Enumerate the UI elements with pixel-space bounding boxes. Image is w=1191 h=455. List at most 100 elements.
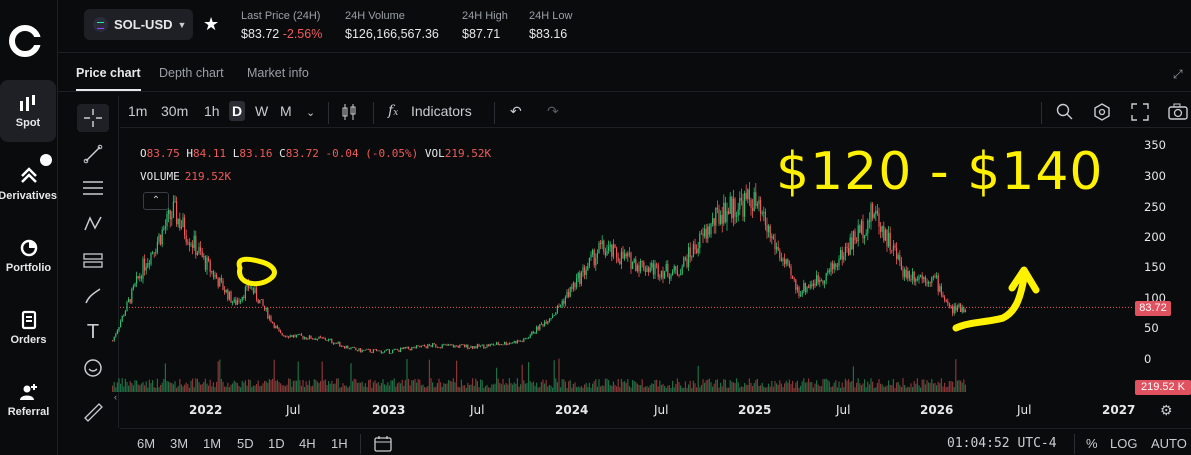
volume-bar <box>310 386 312 392</box>
intervals-chevron-icon[interactable]: ⌄ <box>306 107 316 119</box>
candle <box>827 270 829 274</box>
crosshair-icon[interactable] <box>77 104 109 132</box>
interval-d[interactable]: D <box>229 101 246 121</box>
pattern-icon[interactable] <box>77 210 109 238</box>
calendar-icon[interactable] <box>374 435 392 455</box>
indicators-fx-icon[interactable]: fx <box>388 103 399 119</box>
candle <box>806 286 808 292</box>
tab-depth-chart[interactable]: Depth chart <box>159 66 224 80</box>
interval-30m[interactable]: 30m <box>161 103 189 119</box>
candle <box>459 344 461 348</box>
candle <box>547 321 549 324</box>
auto-toggle[interactable]: AUTO <box>1151 436 1187 451</box>
range-6m[interactable]: 6M <box>137 436 156 451</box>
range-1d[interactable]: 1D <box>268 436 285 451</box>
interval-1m[interactable]: 1m <box>128 103 148 119</box>
collapse-legend-button[interactable]: ⌃ <box>143 192 169 210</box>
tab-market-info[interactable]: Market info <box>247 66 309 80</box>
undo-icon[interactable]: ↶ <box>510 103 522 119</box>
star-icon[interactable]: ★ <box>203 14 220 34</box>
volume-bar <box>908 387 910 392</box>
volume-bar <box>931 378 933 392</box>
candle <box>691 256 693 258</box>
range-1h[interactable]: 1H <box>331 436 348 451</box>
range-5d[interactable]: 5D <box>237 436 254 451</box>
volume-bar <box>875 387 877 392</box>
volume-bar <box>652 384 654 392</box>
volume-bar <box>385 385 387 392</box>
candle-type-icon[interactable] <box>341 103 357 124</box>
nav-item-orders[interactable]: Orders <box>0 310 57 346</box>
redo-icon[interactable]: ↷ <box>547 103 559 119</box>
measure-icon[interactable] <box>77 246 109 274</box>
percent-toggle[interactable]: % <box>1086 436 1098 451</box>
volume-bar <box>212 382 214 392</box>
trend-line-icon[interactable] <box>77 140 109 168</box>
volume-bar <box>238 385 240 392</box>
range-4h[interactable]: 4H <box>299 436 316 451</box>
zoom-search-icon[interactable] <box>1056 103 1074 124</box>
volume-bar <box>731 381 733 392</box>
settings-hex-icon[interactable] <box>1093 103 1111 124</box>
candle <box>492 343 494 346</box>
axis-settings-icon[interactable]: ⚙ <box>1160 402 1173 418</box>
volume-bar <box>123 386 125 392</box>
volume-bar <box>475 378 477 392</box>
emoji-icon[interactable] <box>77 354 109 382</box>
interval-m[interactable]: M <box>280 103 292 119</box>
camera-icon[interactable] <box>1168 103 1188 124</box>
candle <box>499 344 501 346</box>
volume-bar <box>939 383 941 392</box>
volume-bar <box>582 387 584 392</box>
candle <box>444 344 446 346</box>
volume-bar <box>900 386 902 392</box>
candle <box>652 263 654 275</box>
volume-bar <box>780 383 782 392</box>
range-3m[interactable]: 3M <box>170 436 189 451</box>
candle <box>822 280 824 284</box>
interval-1h[interactable]: 1h <box>204 103 220 119</box>
utc-clock[interactable]: 01:04:52 UTC-4 <box>947 436 1057 451</box>
candle <box>308 335 310 339</box>
volume-bar <box>281 385 283 392</box>
candle <box>787 259 789 264</box>
range-1m[interactable]: 1M <box>203 436 222 451</box>
candle <box>574 282 576 288</box>
nav-item-derivatives[interactable]: Derivatives <box>0 166 57 202</box>
brush-icon[interactable] <box>77 282 109 310</box>
text-tool-icon[interactable]: T <box>86 320 100 343</box>
ruler-icon[interactable] <box>77 398 109 426</box>
nav-item-portfolio[interactable]: Portfolio <box>0 238 57 274</box>
volume-bar <box>576 387 578 392</box>
candle <box>788 263 790 267</box>
candle <box>844 246 846 257</box>
candle <box>817 275 819 283</box>
scroll-left-icon[interactable]: ‹ <box>114 392 117 402</box>
interval-w[interactable]: W <box>255 103 269 119</box>
candle <box>766 225 768 233</box>
candle <box>838 258 840 267</box>
candle <box>520 340 522 342</box>
log-toggle[interactable]: LOG <box>1110 436 1138 451</box>
candle <box>924 277 926 282</box>
candle <box>155 251 157 254</box>
nav-item-referral[interactable]: Referral <box>0 382 57 418</box>
volume-bar <box>859 383 861 392</box>
pair-selector[interactable]: SOL-USD ▼ <box>84 9 193 40</box>
volume-bar <box>121 378 123 392</box>
volume-bar <box>251 387 253 392</box>
expand-icon[interactable]: ⤢ <box>1173 67 1183 81</box>
candle <box>747 189 749 199</box>
tab-price-chart[interactable]: Price chart <box>76 66 141 80</box>
candle <box>209 260 211 272</box>
horizontal-lines-icon[interactable] <box>77 174 109 202</box>
candle <box>904 269 906 277</box>
candle <box>513 341 515 343</box>
candle <box>712 218 714 224</box>
fullscreen-icon[interactable] <box>1131 103 1149 124</box>
nav-item-spot[interactable]: Spot <box>0 80 56 142</box>
volume-bar <box>792 380 794 392</box>
coinbase-logo[interactable] <box>8 24 42 58</box>
indicators-button[interactable]: Indicators <box>411 103 472 119</box>
